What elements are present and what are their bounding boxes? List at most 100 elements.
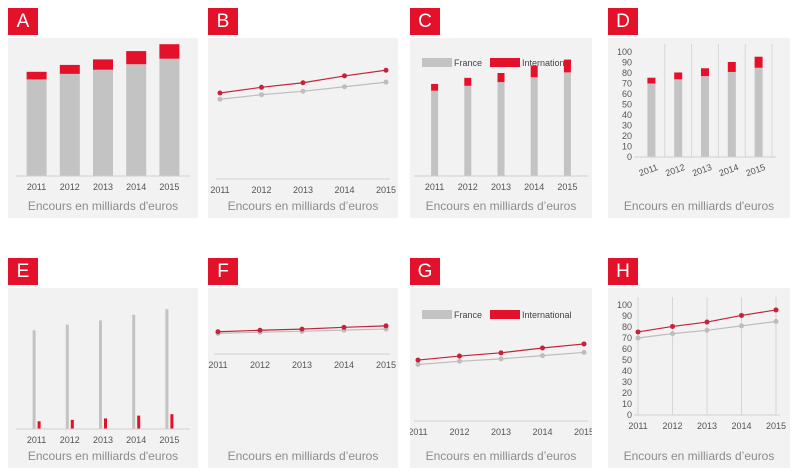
x-tick-label-2013: 2013	[691, 162, 713, 178]
y-tick-label-80: 80	[622, 322, 632, 332]
x-tick-label-2015: 2015	[557, 182, 577, 192]
y-tick-label-20: 20	[622, 131, 632, 141]
panel-a-svg: 2011 2012 2013 2014 2015	[16, 44, 190, 192]
x-tick-label-2014: 2014	[532, 427, 552, 437]
panel-g-svg: France International 2011 2012 2013 2014 2015	[410, 310, 592, 437]
legend-swatch-international	[490, 58, 520, 67]
bar-france-2014	[530, 77, 538, 176]
point-international-2011	[415, 357, 421, 363]
x-tick-label-2011: 2011	[425, 182, 444, 192]
panel-a-badge: A	[8, 8, 38, 35]
bar-france-2014	[126, 64, 147, 176]
x-tick-label-2012: 2012	[662, 421, 682, 431]
point-france-2013	[300, 88, 306, 94]
x-tick-label-2011: 2011	[210, 185, 229, 195]
x-tick-label-2012: 2012	[458, 182, 478, 192]
x-tick-label-2015: 2015	[766, 421, 786, 431]
panel-h-caption: Encours en milliards d’euros	[623, 449, 775, 463]
bar-international-2012	[674, 72, 683, 80]
panel-c-caption: Encours en milliards d’euros	[425, 199, 577, 213]
y-tick-label-40: 40	[622, 366, 632, 376]
panel-f-svg: 2011 2012 2013 2014 2015	[208, 323, 396, 370]
point-total-2011	[215, 329, 221, 335]
y-tick-label-50: 50	[622, 100, 632, 110]
panel-b-svg: 2011 2012 2013 2014 2015	[210, 67, 396, 195]
panel-g-badge: G	[410, 258, 440, 285]
bar-france-2011	[647, 83, 656, 157]
panel-c-badge: C	[410, 8, 440, 35]
bar-france-2013	[701, 76, 709, 157]
x-tick-label-2013: 2013	[292, 360, 312, 370]
legend-swatch-international	[490, 310, 520, 319]
bar-international-2011	[37, 421, 41, 429]
x-tick-label-2014: 2014	[126, 182, 146, 192]
point-international-2013	[498, 350, 504, 356]
point-total-2013	[299, 326, 305, 332]
x-tick-label-2015: 2015	[376, 185, 396, 195]
y-tick-label-50: 50	[622, 355, 632, 365]
bar-international-2015	[754, 56, 763, 68]
x-tick-label-2014: 2014	[334, 185, 354, 195]
legend-swatch-france	[422, 310, 452, 319]
y-tick-label-70: 70	[622, 333, 632, 343]
point-international-2015	[581, 341, 587, 347]
point-france-2012	[670, 331, 675, 337]
x-tick-label-2014: 2014	[334, 360, 354, 370]
x-tick-label-2011: 2011	[27, 182, 46, 192]
legend-label-international: International	[522, 58, 572, 68]
y-tick-label-60: 60	[622, 344, 632, 354]
point-total-2014	[342, 73, 347, 79]
panel-b-caption: Encours en milliards d’euros	[227, 199, 379, 213]
point-total-2014	[341, 324, 347, 330]
point-france-2011	[217, 96, 223, 102]
y-tick-label-90: 90	[622, 58, 632, 68]
panel-d-caption: Encours en milliards d'euros	[623, 199, 775, 213]
point-france-2012	[259, 92, 264, 98]
bar-international-2011	[26, 71, 47, 80]
y-tick-label-70: 70	[622, 79, 632, 89]
y-tick-label-10: 10	[622, 399, 632, 409]
bar-international-2013	[93, 59, 113, 70]
x-tick-label-2014: 2014	[524, 182, 544, 192]
bar-france-2015	[159, 58, 180, 177]
panel-e-caption: Encours en milliards d'euros	[27, 449, 179, 463]
x-tick-label-2012: 2012	[449, 427, 469, 437]
y-tick-label-30: 30	[622, 377, 632, 387]
x-tick-label-2013: 2013	[491, 182, 511, 192]
point-france-2014	[540, 353, 545, 359]
legend-label-france: France	[454, 310, 482, 320]
panel-e-chart: 2011 2012 2013 2014 2015 Encours en milliards…	[8, 288, 198, 468]
x-tick-label-2013: 2013	[697, 421, 717, 431]
bar-france-2015	[754, 67, 763, 157]
x-tick-label-2013: 2013	[93, 435, 113, 445]
bar-france-2014	[727, 71, 736, 157]
bar-international-2014	[727, 61, 736, 72]
x-tick-label-2015: 2015	[744, 162, 766, 178]
y-tick-label-0: 0	[627, 152, 632, 162]
panel-g-caption: Encours en milliards d’euros	[425, 449, 577, 463]
x-tick-label-2015: 2015	[159, 435, 179, 445]
x-tick-label-2013: 2013	[293, 185, 313, 195]
point-total-2011	[217, 90, 223, 96]
bar-international-2015	[159, 44, 180, 59]
bar-international-2012	[464, 77, 472, 86]
panel-g-legend: France International	[422, 310, 572, 320]
panel-c-legend: France International	[422, 58, 572, 68]
x-tick-label-2013: 2013	[491, 427, 511, 437]
point-international-2012	[457, 353, 462, 359]
bar-france-2011	[26, 79, 47, 176]
point-total-2015	[383, 67, 389, 73]
y-tick-label-100: 100	[617, 300, 632, 310]
bar-france-2011	[431, 90, 439, 176]
point-france-2013	[498, 356, 504, 362]
x-tick-label-2014: 2014	[718, 162, 740, 178]
x-tick-label-2011: 2011	[628, 421, 647, 431]
point-total-2011	[635, 329, 641, 335]
panel-e-badge: E	[8, 258, 38, 285]
bar-france-2013	[93, 69, 113, 176]
y-tick-label-90: 90	[622, 311, 632, 321]
point-france-2015	[581, 349, 587, 355]
point-france-2014	[739, 323, 744, 329]
bar-international-2015	[563, 59, 571, 73]
